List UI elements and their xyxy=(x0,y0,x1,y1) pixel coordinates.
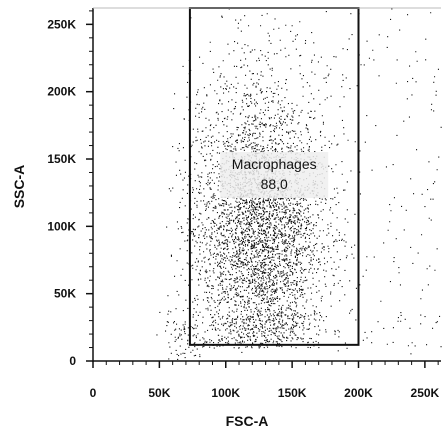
y-tick-label: 100K xyxy=(47,219,76,233)
y-tick-label: 0 xyxy=(69,354,76,368)
gate-percent-label: 88,0 xyxy=(261,176,288,192)
x-tick-label: 250K xyxy=(411,386,440,400)
gate-label-background xyxy=(220,152,329,198)
y-tick-label: 150K xyxy=(47,152,76,166)
y-tick-label: 200K xyxy=(47,85,76,99)
y-tick-label: 50K xyxy=(54,287,76,301)
y-tick-label: 250K xyxy=(47,17,76,31)
gate-name-label: Macrophages xyxy=(232,156,317,172)
y-axis-title: SSC-A xyxy=(11,165,27,209)
x-tick-label: 0 xyxy=(90,386,97,400)
x-axis-title: FSC-A xyxy=(226,413,269,429)
x-tick-label: 200K xyxy=(344,386,373,400)
axes: 0 50K 100K 150K 200K 250K 0 50K 100K 150K 200K 250K xyxy=(47,7,441,400)
x-tick-label: 100K xyxy=(211,386,240,400)
x-tick-label: 50K xyxy=(148,386,170,400)
x-tick-label: 150K xyxy=(278,386,307,400)
